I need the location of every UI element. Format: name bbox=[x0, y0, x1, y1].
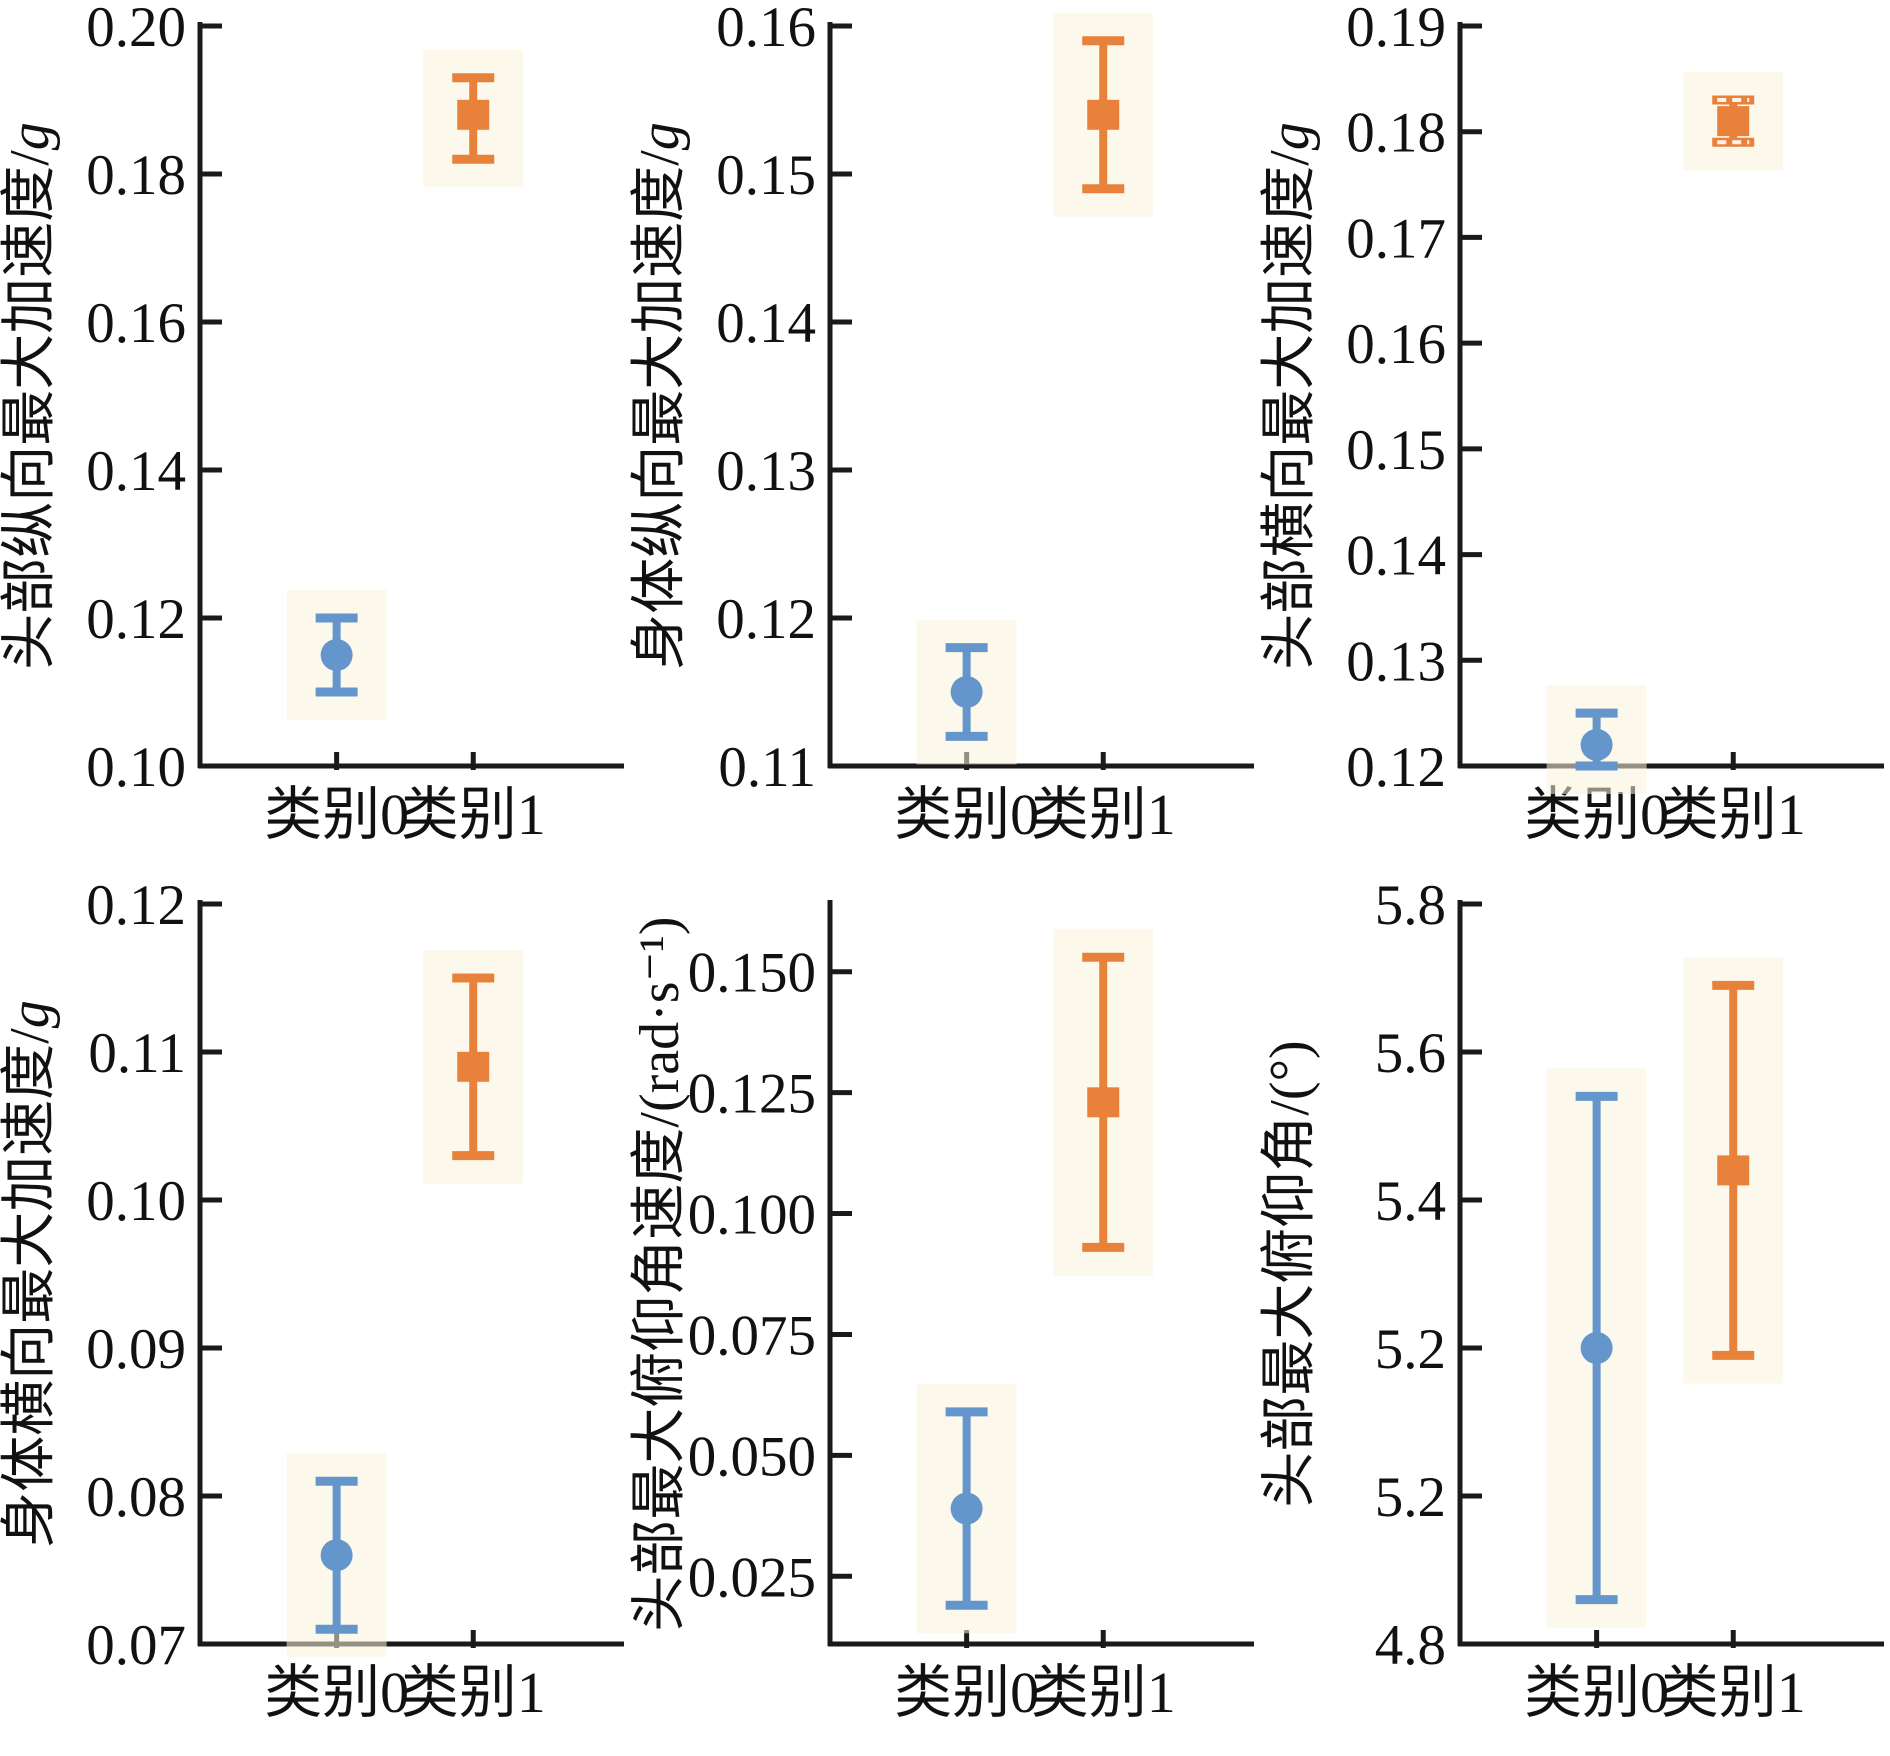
x-category-label: 类别0 bbox=[1524, 1660, 1669, 1725]
x-category-label: 类别0 bbox=[264, 1660, 409, 1725]
y-axis-label: 身体纵向最大加速度/g bbox=[630, 122, 691, 670]
y-tick-label: 0.075 bbox=[688, 1304, 816, 1367]
category0-marker bbox=[320, 639, 353, 671]
y-tick-label: 0.20 bbox=[86, 0, 186, 59]
y-tick-label: 0.14 bbox=[1346, 525, 1446, 588]
y-tick-label: 0.12 bbox=[86, 878, 186, 937]
y-tick-label: 0.17 bbox=[1346, 207, 1446, 270]
y-tick-label: 0.18 bbox=[86, 144, 186, 207]
y-tick-label: 0.09 bbox=[86, 1318, 186, 1381]
category1-marker bbox=[1087, 1087, 1120, 1118]
y-tick-label: 0.08 bbox=[86, 1466, 186, 1529]
y-tick-label: 0.12 bbox=[716, 588, 816, 651]
category0-marker bbox=[1580, 728, 1613, 761]
x-category-label: 类别1 bbox=[1031, 1660, 1176, 1725]
y-tick-label: 0.11 bbox=[718, 736, 816, 799]
category0-marker bbox=[950, 1492, 983, 1525]
y-tick-label: 0.16 bbox=[1346, 313, 1446, 376]
y-tick-label: 5.4 bbox=[1375, 1170, 1446, 1233]
category1-marker bbox=[1717, 1155, 1750, 1186]
y-tick-label: 0.150 bbox=[688, 942, 816, 1005]
category1-marker bbox=[1717, 106, 1750, 137]
y-tick-label: 0.125 bbox=[688, 1063, 816, 1126]
category0-marker bbox=[1580, 1332, 1613, 1364]
y-tick-label: 0.15 bbox=[716, 144, 816, 207]
subplot-svg: 头部横向最大加速度/g 0.19 0.18 0.17 0.16 0.15 0.14 0.13 0… bbox=[1260, 0, 1884, 847]
y-axis-label: 头部横向最大加速度/g bbox=[1260, 122, 1321, 670]
subplot-head-longitudinal-accel: 头部纵向最大加速度/g 0.20 0.18 0.16 0.14 0.12 0.10 类别0 类别… bbox=[0, 0, 630, 878]
x-category-label: 类别0 bbox=[264, 782, 409, 847]
subplot-svg: 头部纵向最大加速度/g 0.20 0.18 0.16 0.14 0.12 0.10 类别0类别… bbox=[0, 0, 624, 847]
subplot-head-pitch-rate: 头部最大俯仰角速度/(rad·s⁻¹) 0.150 0.125 0.100 0.075 0… bbox=[630, 878, 1260, 1756]
y-tick-label: 0.10 bbox=[86, 1170, 186, 1233]
y-tick-label: 0.16 bbox=[86, 292, 186, 355]
y-tick-label: 0.15 bbox=[1346, 419, 1446, 482]
category0-marker bbox=[950, 676, 983, 708]
subplot-body-longitudinal-accel: 身体纵向最大加速度/g 0.16 0.15 0.14 0.13 0.12 0.11 类别0 类别… bbox=[630, 0, 1260, 878]
y-axis-label: 头部纵向最大加速度/g bbox=[0, 122, 61, 670]
y-tick-label: 4.8 bbox=[1375, 1614, 1446, 1677]
y-tick-label: 5.8 bbox=[1375, 878, 1446, 937]
x-category-label: 类别1 bbox=[1031, 782, 1176, 847]
y-axis-label: 身体横向最大加速度/g bbox=[0, 1000, 61, 1548]
y-tick-label: 0.12 bbox=[1346, 736, 1446, 799]
y-tick-label: 0.16 bbox=[716, 0, 816, 59]
subplot-svg: 身体纵向最大加速度/g 0.16 0.15 0.14 0.13 0.12 0.11 类别0类别… bbox=[630, 0, 1254, 847]
x-category-label: 类别1 bbox=[401, 1660, 546, 1725]
y-tick-label: 5.6 bbox=[1375, 1022, 1446, 1085]
y-tick-label: 0.19 bbox=[1346, 0, 1446, 59]
y-tick-label: 0.14 bbox=[86, 440, 186, 503]
y-tick-label: 0.100 bbox=[688, 1184, 816, 1247]
category1-marker bbox=[457, 99, 490, 130]
category0-marker bbox=[320, 1539, 353, 1572]
y-tick-label: 0.14 bbox=[716, 292, 816, 355]
subplot-head-pitch-angle: 头部最大俯仰角/(°) 5.8 5.6 5.4 5.2 5.2 4.8 类别0 类别1 bbox=[1260, 878, 1890, 1756]
category1-marker bbox=[457, 1051, 490, 1082]
category1-marker bbox=[1087, 99, 1120, 130]
y-tick-label: 0.10 bbox=[86, 736, 186, 799]
x-category-label: 类别1 bbox=[401, 782, 546, 847]
y-tick-label: 0.12 bbox=[86, 588, 186, 651]
x-category-label: 类别1 bbox=[1661, 782, 1806, 847]
subplot-head-lateral-accel: 头部横向最大加速度/g 0.19 0.18 0.17 0.16 0.15 0.14 0.13 0… bbox=[1260, 0, 1890, 878]
subplot-svg: 头部最大俯仰角速度/(rad·s⁻¹)0.150 0.125 0.100 0.075 0… bbox=[630, 900, 1254, 1725]
y-tick-label: 5.2 bbox=[1375, 1318, 1446, 1381]
x-category-label: 类别0 bbox=[894, 782, 1039, 847]
y-tick-label: 0.13 bbox=[716, 440, 816, 503]
y-tick-label: 0.050 bbox=[688, 1425, 816, 1488]
y-tick-label: 5.2 bbox=[1375, 1466, 1446, 1529]
y-axis-label: 头部最大俯仰角速度/(rad·s⁻¹) bbox=[630, 916, 691, 1631]
subplot-body-lateral-accel: 身体横向最大加速度/g 0.12 0.11 0.10 0.09 0.08 0.07 类别0 类别… bbox=[0, 878, 630, 1756]
subplot-svg: 身体横向最大加速度/g 0.12 0.11 0.10 0.09 0.08 0.07 类别0类别… bbox=[0, 878, 624, 1725]
x-category-label: 类别0 bbox=[894, 1660, 1039, 1725]
y-axis-label: 头部最大俯仰角/(°) bbox=[1260, 1040, 1321, 1507]
y-tick-label: 0.11 bbox=[88, 1022, 186, 1085]
y-tick-label: 0.18 bbox=[1346, 102, 1446, 165]
y-tick-label: 0.025 bbox=[688, 1546, 816, 1609]
y-tick-label: 0.07 bbox=[86, 1614, 186, 1677]
y-tick-label: 0.13 bbox=[1346, 630, 1446, 693]
x-category-label: 类别1 bbox=[1661, 1660, 1806, 1725]
